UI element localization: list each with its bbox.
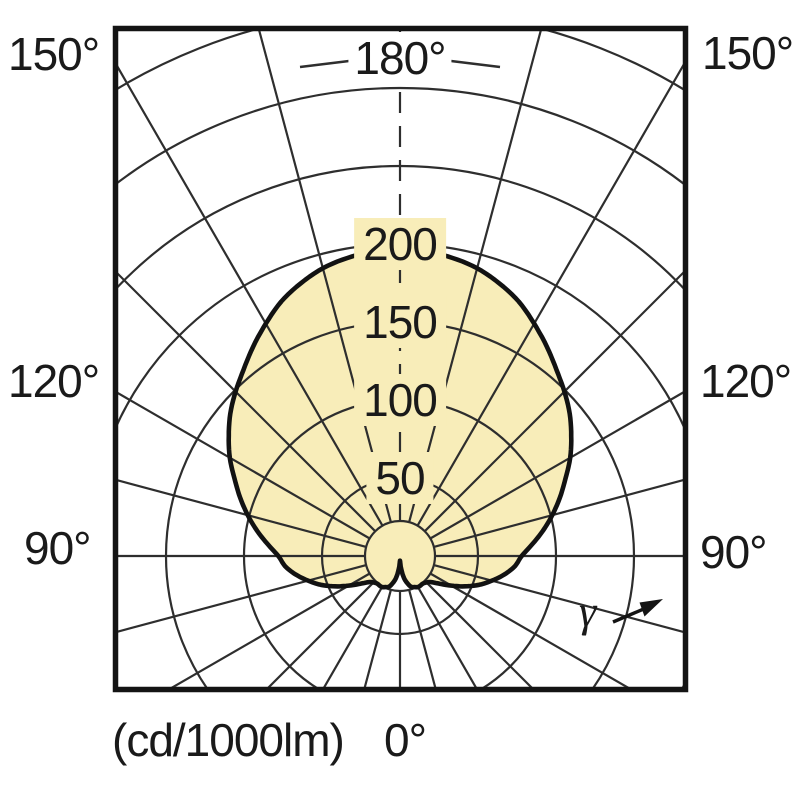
radial-tick-150: 150	[354, 296, 446, 348]
grid-radial-150-left	[116, 61, 384, 527]
grid-radial-105-left	[116, 478, 367, 548]
grid-radial-45-right	[423, 579, 535, 689]
gamma-arrow	[612, 599, 663, 624]
grid-radial-60-left	[167, 572, 371, 689]
grid-radial-75-right	[433, 564, 685, 634]
radial-tick-50: 50	[366, 452, 434, 504]
grid-radial-120-right	[429, 390, 685, 540]
angle-label-120-right: 120°	[700, 355, 792, 407]
grid-radial-60-right	[429, 572, 633, 689]
angle-label-150-right: 150°	[702, 27, 794, 79]
angle-label-180: 180°	[348, 32, 452, 84]
angle-label-150-left: 150°	[8, 28, 100, 80]
angle-label-120-left: 120°	[8, 355, 100, 407]
radial-tick-100: 100	[354, 374, 446, 426]
radial-tick-200: 200	[354, 218, 446, 270]
grid-radial-105-right	[433, 478, 685, 548]
grid-radial-75-left	[116, 564, 367, 634]
grid-circle-300	[116, 87, 685, 187]
angle-label-90-left: 90°	[24, 522, 92, 574]
gamma-symbol: γ	[579, 587, 596, 636]
angle-label-0: 0°	[384, 714, 427, 766]
plot-border	[112, 25, 689, 693]
grid-radial-135-left	[116, 270, 377, 533]
gamma-arrow-shaft	[612, 606, 647, 624]
grid-radial-120-left	[116, 390, 371, 540]
grid-radial-45-left	[265, 579, 377, 689]
angle-label-90-right: 90°	[700, 526, 768, 578]
gamma-arrowhead-icon	[639, 599, 663, 617]
units-label: (cd/1000lm)	[112, 714, 345, 766]
label-dash-right	[450, 59, 501, 69]
grid-radial-150-right	[416, 60, 685, 527]
label-dash-left	[299, 59, 350, 69]
grid-radial-135-right	[423, 269, 685, 533]
